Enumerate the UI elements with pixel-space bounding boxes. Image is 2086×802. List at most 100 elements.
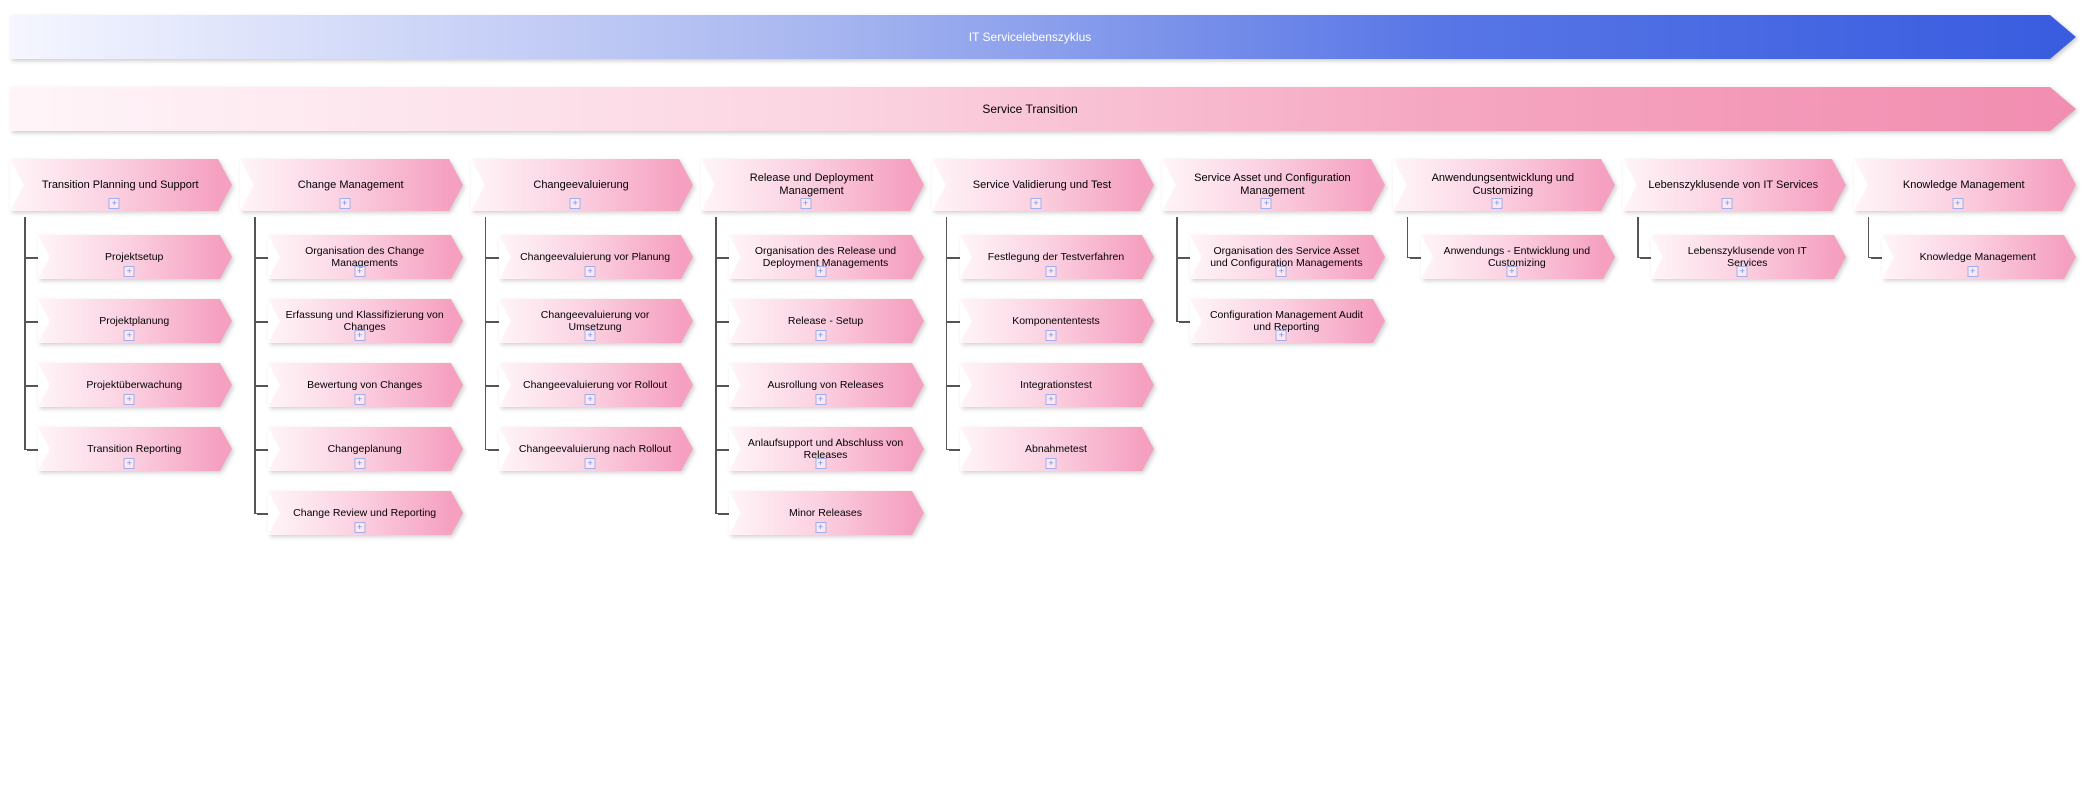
column-knowledge-management: Knowledge Management+Knowledge Managemen… [1854, 159, 2076, 299]
child-row: Changeevaluierung vor Planung+ [499, 235, 693, 279]
children-lebenszyklusende: Lebenszyklusende von IT Services+ [1623, 217, 1845, 279]
child-chevron[interactable]: Minor Releases + [729, 491, 923, 535]
expand-icon[interactable]: + [1276, 330, 1287, 341]
child-label: Minor Releases [789, 507, 862, 519]
expand-icon[interactable]: + [1737, 266, 1748, 277]
expand-icon[interactable]: + [354, 458, 365, 469]
expand-icon[interactable]: + [815, 394, 826, 405]
child-row: Transition Reporting+ [38, 427, 232, 471]
expand-icon[interactable]: + [124, 266, 135, 277]
column-header-lebenszyklusende[interactable]: Lebenszyklusende von IT Services+ [1623, 159, 1845, 211]
column-change-management: Change Management+ Organisation des Chang… [240, 159, 462, 555]
expand-icon[interactable]: + [815, 330, 826, 341]
child-label: Changeevaluierung vor Rollout [523, 379, 667, 391]
child-chevron[interactable]: Projektsetup+ [38, 235, 232, 279]
child-chevron[interactable]: Projektplanung+ [38, 299, 232, 343]
expand-icon[interactable]: + [1030, 198, 1041, 209]
expand-icon[interactable]: + [1276, 266, 1287, 277]
expand-icon[interactable]: + [354, 394, 365, 405]
child-chevron[interactable]: Changeevaluierung nach Rollout+ [499, 427, 693, 471]
expand-icon[interactable]: + [570, 198, 581, 209]
child-chevron[interactable]: Organisation des Release und Deployment … [729, 235, 923, 279]
column-header-change-management[interactable]: Change Management+ [240, 159, 462, 211]
child-row: Erfassung und Klassifizierung von Change… [268, 299, 462, 343]
expand-icon[interactable]: + [354, 266, 365, 277]
expand-icon[interactable]: + [354, 522, 365, 533]
expand-icon[interactable]: + [815, 522, 826, 533]
expand-icon[interactable]: + [1045, 330, 1056, 341]
expand-icon[interactable]: + [1491, 198, 1502, 209]
child-chevron[interactable]: Projektüberwachung+ [38, 363, 232, 407]
expand-icon[interactable]: + [109, 198, 120, 209]
top-banner-label: IT Servicelebenszyklus [969, 30, 1092, 44]
child-chevron[interactable]: Integrationstest+ [960, 363, 1154, 407]
expand-icon[interactable]: + [1045, 266, 1056, 277]
child-chevron[interactable]: Ausrollung von Releases+ [729, 363, 923, 407]
column-header-label: Knowledge Management [1903, 179, 2025, 192]
expand-icon[interactable]: + [585, 394, 596, 405]
column-header-service-asset[interactable]: Service Asset und Configuration Manageme… [1162, 159, 1384, 211]
children-change-management: Organisation des Change Managements+ Erfa… [240, 217, 462, 535]
expand-icon[interactable]: + [1967, 266, 1978, 277]
child-chevron[interactable]: Knowledge Management+ [1882, 235, 2076, 279]
column-header-anwendungsentwicklung[interactable]: Anwendungsentwicklung und Customizing+ [1393, 159, 1615, 211]
child-chevron[interactable]: Lebenszyklusende von IT Services+ [1651, 235, 1845, 279]
child-chevron[interactable]: Festlegung der Testverfahren+ [960, 235, 1154, 279]
child-chevron[interactable]: Komponententests + [960, 299, 1154, 343]
child-row: Anlaufsupport und Abschluss von Releases… [729, 427, 923, 471]
child-chevron[interactable]: Organisation des Service Asset und Confi… [1190, 235, 1384, 279]
expand-icon[interactable]: + [1722, 198, 1733, 209]
child-chevron[interactable]: Organisation des Change Managements+ [268, 235, 462, 279]
child-chevron[interactable]: Erfassung und Klassifizierung von Change… [268, 299, 462, 343]
child-label: Change Review und Reporting [293, 507, 436, 519]
expand-icon[interactable]: + [354, 330, 365, 341]
expand-icon[interactable]: + [124, 394, 135, 405]
child-label: Komponententests [1012, 315, 1100, 327]
expand-icon[interactable]: + [1952, 198, 1963, 209]
child-chevron[interactable]: Changeevaluierung vor Planung+ [499, 235, 693, 279]
child-row: Changeevaluierung vor Umsetzung+ [499, 299, 693, 343]
child-chevron[interactable]: Release - Setup+ [729, 299, 923, 343]
child-chevron[interactable]: Anwendungs - Entwicklung und Customizing… [1421, 235, 1615, 279]
expand-icon[interactable]: + [124, 330, 135, 341]
expand-icon[interactable]: + [1045, 394, 1056, 405]
column-header-label: Changeevaluierung [533, 179, 628, 192]
column-header-label: Anwendungsentwicklung und Customizing [1411, 172, 1595, 197]
expand-icon[interactable]: + [815, 266, 826, 277]
child-chevron[interactable]: Anlaufsupport und Abschluss von Releases… [729, 427, 923, 471]
column-header-knowledge-management[interactable]: Knowledge Management + [1854, 159, 2076, 211]
column-header-label: Release und Deployment Management [719, 172, 903, 197]
expand-icon[interactable]: + [585, 458, 596, 469]
child-row: Knowledge Management+ [1882, 235, 2076, 279]
child-chevron[interactable]: Bewertung von Changes+ [268, 363, 462, 407]
child-row: Ausrollung von Releases+ [729, 363, 923, 407]
child-chevron[interactable]: Abnahmetest+ [960, 427, 1154, 471]
expand-icon[interactable]: + [1506, 266, 1517, 277]
expand-icon[interactable]: + [1261, 198, 1272, 209]
expand-icon[interactable]: + [800, 198, 811, 209]
columns-container: Transition Planning und Support+ Projekts… [10, 159, 2076, 555]
child-row: Change Review und Reporting + [268, 491, 462, 535]
column-transition-planning: Transition Planning und Support+ Projekts… [10, 159, 232, 491]
child-chevron[interactable]: Configuration Management Audit und Repor… [1190, 299, 1384, 343]
child-chevron[interactable]: Transition Reporting+ [38, 427, 232, 471]
column-service-validierung: Service Validierung und Test+ Festlegung … [932, 159, 1154, 491]
expand-icon[interactable]: + [1045, 458, 1056, 469]
column-header-transition-planning[interactable]: Transition Planning und Support+ [10, 159, 232, 211]
child-chevron[interactable]: Changeevaluierung vor Umsetzung+ [499, 299, 693, 343]
expand-icon[interactable]: + [585, 330, 596, 341]
column-header-release-deployment[interactable]: Release und Deployment Management+ [701, 159, 923, 211]
child-chevron[interactable]: Changeplanung+ [268, 427, 462, 471]
expand-icon[interactable]: + [339, 198, 350, 209]
column-header-service-validierung[interactable]: Service Validierung und Test+ [932, 159, 1154, 211]
expand-icon[interactable]: + [124, 458, 135, 469]
child-chevron[interactable]: Changeevaluierung vor Rollout + [499, 363, 693, 407]
child-row: Organisation des Release und Deployment … [729, 235, 923, 279]
expand-icon[interactable]: + [815, 458, 826, 469]
expand-icon[interactable]: + [585, 266, 596, 277]
children-service-asset: Organisation des Service Asset und Confi… [1162, 217, 1384, 343]
child-chevron[interactable]: Change Review und Reporting + [268, 491, 462, 535]
children-release-deployment: Organisation des Release und Deployment … [701, 217, 923, 535]
column-header-change-evaluierung[interactable]: Changeevaluierung + [471, 159, 693, 211]
child-row: Projektplanung+ [38, 299, 232, 343]
